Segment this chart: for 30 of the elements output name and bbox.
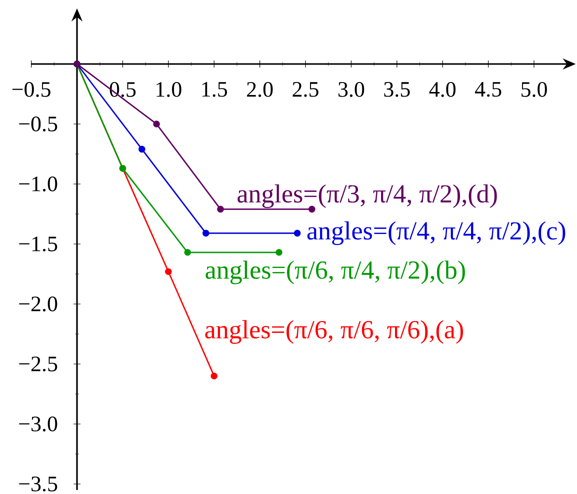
x-tick-label: 4.0 [429,82,456,97]
x-tick-label: 5.0 [522,82,547,97]
x-tick-label: 3.5 [384,82,410,97]
x-tick-label: 1.5 [202,82,227,97]
x-tick-label: 4.5 [474,82,502,97]
point [202,230,210,237]
y-tick-label: −3.5 [19,476,58,492]
point [138,146,146,153]
point [276,248,282,256]
series-label: angles=(π/6, π/4, π/2),(b) [206,260,465,284]
y-tick-label: −3.0 [19,416,58,432]
series-label: angles=(π/3, π/4, π/2),(d) [238,184,497,208]
point [217,206,224,213]
x-tick-label: 3.0 [338,82,364,97]
y-tick-label: −2.5 [19,356,58,372]
y-tick-label: −1.5 [19,236,58,252]
x-tick-label: 0.5 [110,82,136,97]
y-tick-label: −1.0 [19,176,58,192]
x-tick-label: 2.5 [292,82,318,97]
series-label: angles=(π/4, π/4, π/2),(c) [307,221,566,246]
point [153,120,160,128]
x-tick-label: 2.0 [247,82,273,97]
point [294,230,301,237]
y-tick-label: −0.5 [19,116,58,132]
point [165,268,172,275]
x-tick-label: 1.0 [156,82,182,97]
series-label: angles=(π/6, π/6, π/6),(a) [205,320,464,344]
point [210,372,218,380]
y-tick-label: −2.0 [19,296,58,312]
point [184,248,191,256]
